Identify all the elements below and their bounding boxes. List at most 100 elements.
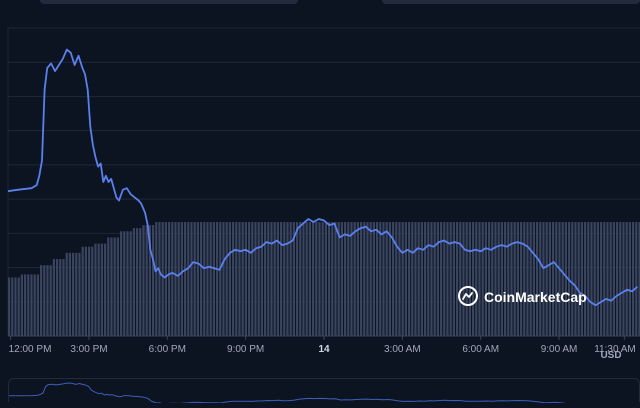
volume-bar (516, 222, 519, 336)
volume-bar (36, 274, 39, 336)
volume-bar (571, 222, 574, 336)
volume-bar (497, 222, 500, 336)
volume-bar (49, 265, 52, 336)
volume-bar (139, 228, 142, 336)
x-tick-label: 6:00 AM (462, 344, 499, 355)
volume-bar (459, 222, 462, 336)
volume-bar (116, 237, 119, 336)
volume-bar (209, 222, 212, 336)
volume-bar (632, 222, 635, 336)
volume-bar (206, 222, 209, 336)
volume-bar (283, 222, 286, 336)
volume-bar (190, 222, 193, 336)
volume-bar (398, 222, 401, 336)
volume-bar (584, 222, 587, 336)
volume-bar (491, 222, 494, 336)
volume-bar (321, 222, 324, 336)
volume-bar (350, 222, 353, 336)
volume-bar (478, 222, 481, 336)
volume-bar (286, 222, 289, 336)
volume-bar (200, 222, 203, 336)
volume-bar (107, 237, 110, 336)
volume-bar (331, 222, 334, 336)
range-tab-right[interactable] (382, 0, 640, 4)
volume-bar (59, 259, 62, 336)
volume-bar (164, 222, 167, 336)
volume-bar (382, 222, 385, 336)
volume-bar (510, 222, 513, 336)
volume-bar (184, 222, 187, 336)
volume-bar (580, 222, 583, 336)
volume-bar (260, 222, 263, 336)
volume-bar (408, 222, 411, 336)
volume-bar (622, 222, 625, 336)
range-tab-left[interactable] (40, 0, 298, 4)
navigator-preview (8, 382, 639, 407)
volume-bar (78, 252, 81, 336)
volume-bar (216, 222, 219, 336)
volume-bar (129, 231, 132, 336)
volume-bar (120, 231, 123, 336)
volume-bar (273, 222, 276, 336)
watermark-text: CoinMarketCap (484, 289, 587, 305)
volume-bar (385, 222, 388, 336)
volume-bar (424, 222, 427, 336)
watermark: CoinMarketCap (458, 286, 587, 306)
volume-bar (97, 243, 100, 336)
volume-bar (507, 222, 510, 336)
volume-bar (574, 222, 577, 336)
volume-bar (81, 246, 84, 336)
volume-bar (148, 225, 151, 336)
volume-bar (88, 246, 91, 336)
range-navigator[interactable] (8, 378, 640, 407)
volume-bar (132, 228, 135, 336)
volume-bar (161, 222, 164, 336)
volume-bar (593, 222, 596, 336)
volume-bar (30, 274, 33, 336)
volume-bar (420, 222, 423, 336)
volume-bar (328, 222, 331, 336)
volume-bar (248, 222, 251, 336)
volume-bar (65, 252, 68, 336)
volume-bar (299, 222, 302, 336)
volume-bar (315, 222, 318, 336)
volume-bar (404, 222, 407, 336)
volume-bar (520, 222, 523, 336)
x-tick-label: 9:00 PM (227, 344, 264, 355)
volume-bar (72, 252, 75, 336)
navigator-line (8, 382, 639, 407)
volume-bar (363, 222, 366, 336)
volume-bar (264, 222, 267, 336)
volume-bar (635, 222, 638, 336)
volume-bar (142, 225, 145, 336)
volume-bar (17, 277, 20, 336)
volume-bar (91, 246, 94, 336)
volume-bar (532, 222, 535, 336)
volume-bar (280, 222, 283, 336)
volume-bar (318, 222, 321, 336)
volume-bar (257, 222, 260, 336)
volume-bar (465, 222, 468, 336)
volume-bar (462, 222, 465, 336)
volume-bar (456, 222, 459, 336)
volume-bar (126, 231, 129, 336)
volume-bar (14, 277, 17, 336)
volume-bar (228, 222, 231, 336)
volume-bar (475, 222, 478, 336)
volume-bar (203, 222, 206, 336)
x-tick-label: 3:00 AM (384, 344, 421, 355)
volume-bar (443, 222, 446, 336)
volume-bar (401, 222, 404, 336)
volume-bar (472, 222, 475, 336)
volume-bar (360, 222, 363, 336)
volume-bar (417, 222, 420, 336)
volume-bar (276, 222, 279, 336)
volume-bar (8, 277, 11, 336)
volume-bar (449, 222, 452, 336)
volume-bar (305, 222, 308, 336)
volume-bar (100, 243, 103, 336)
volume-bar (564, 222, 567, 336)
volume-bar (347, 222, 350, 336)
volume-bar (152, 225, 155, 336)
x-tick-label: 14 (318, 344, 330, 355)
